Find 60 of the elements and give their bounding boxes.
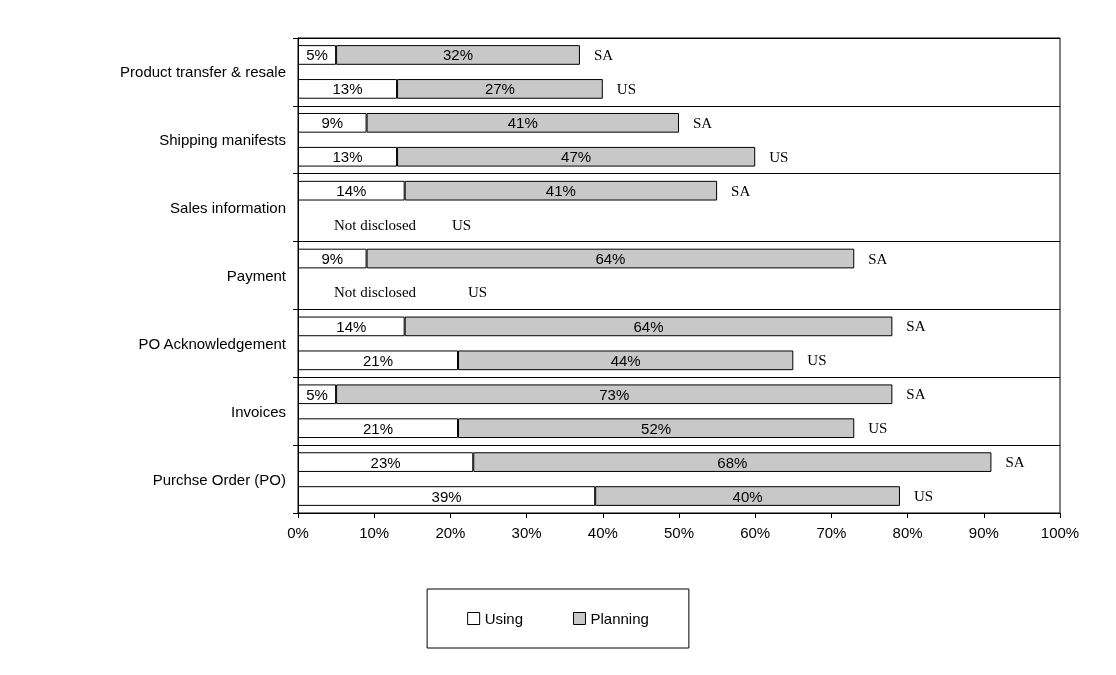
data-label: 5%	[306, 385, 328, 403]
data-label: 68%	[717, 453, 748, 471]
data-label: 39%	[431, 487, 462, 505]
annotation: SA	[1005, 454, 1025, 471]
data-label: 5%	[306, 46, 328, 64]
data-label: 13%	[332, 80, 363, 98]
x-tick-label: 50%	[663, 524, 695, 541]
annotation: SA	[593, 46, 614, 63]
annotation: SA	[731, 182, 751, 199]
annotation: US	[468, 284, 488, 301]
data-label: 40%	[732, 487, 763, 505]
y-tick-label: PO Acknowledgement	[138, 334, 287, 352]
data-label: 44%	[610, 351, 641, 369]
data-label: 21%	[362, 419, 394, 437]
data-label: 47%	[561, 148, 592, 166]
data-label: 52%	[641, 419, 672, 437]
annotation: US	[913, 488, 934, 505]
x-tick-label: 30%	[511, 524, 542, 541]
annotation: US	[616, 80, 636, 97]
x-tick-label: 0%	[287, 524, 309, 541]
data-label: 27%	[484, 80, 515, 98]
data-label: 64%	[633, 317, 664, 335]
data-label: 13%	[332, 148, 363, 166]
annotation: SA	[906, 386, 926, 403]
data-label: 32%	[443, 46, 474, 64]
x-tick-label: 40%	[587, 524, 618, 541]
y-tick-label: Purchse Order (PO)	[152, 470, 286, 488]
data-label: 9%	[321, 114, 344, 132]
annotation: US	[868, 420, 888, 437]
data-label: 41%	[507, 114, 538, 132]
y-tick-label: Shipping manifests	[159, 131, 286, 149]
data-label: 64%	[595, 250, 626, 268]
x-tick-label: 70%	[816, 524, 847, 541]
x-tick-label: 80%	[892, 524, 923, 541]
annotation: SA	[693, 114, 713, 131]
data-label: 21%	[362, 351, 394, 369]
annotation: US	[769, 148, 789, 165]
annotation: SA	[906, 318, 926, 335]
annotation: SA	[868, 250, 888, 267]
x-tick-label: 20%	[435, 524, 466, 541]
legend-label: Using	[484, 610, 523, 627]
y-tick-label: Payment	[226, 267, 287, 284]
y-tick-label: Sales information	[170, 199, 286, 217]
y-tick-label: Invoices	[230, 402, 286, 420]
data-label: 73%	[599, 385, 630, 403]
x-tick-label: 10%	[359, 524, 390, 541]
x-tick-label: 100%	[1040, 524, 1080, 541]
annotation: US	[807, 352, 827, 369]
data-label: 14%	[336, 317, 367, 335]
annotation: US	[452, 216, 472, 233]
annotation: Not disclosed	[334, 284, 417, 301]
annotation: Not disclosed	[334, 216, 417, 233]
x-tick-label: 90%	[968, 524, 999, 541]
data-label: 14%	[336, 182, 367, 200]
legend-label: Planning	[590, 610, 649, 627]
x-tick-label: 60%	[740, 524, 771, 541]
data-label: 23%	[370, 453, 401, 471]
y-tick-label: Product transfer & resale	[120, 63, 286, 81]
data-label: 9%	[321, 250, 344, 268]
data-label: 41%	[545, 182, 576, 200]
